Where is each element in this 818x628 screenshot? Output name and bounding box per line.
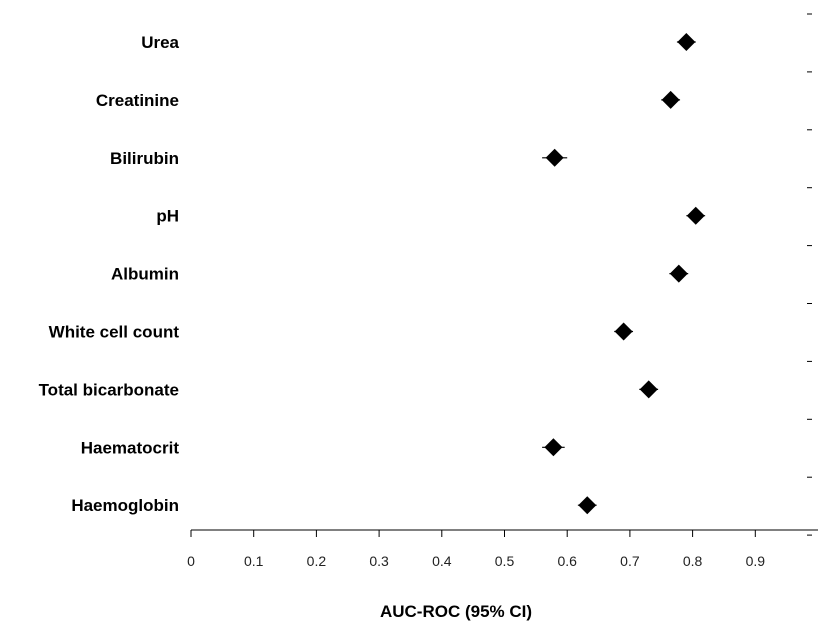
x-axis-ticks: 0 0.1 0.2 0.3 0.4 0.5 0.6 0.7 0.8 0.9 <box>187 530 765 569</box>
x-tick-label: 0.2 <box>307 553 327 569</box>
category-label: pH <box>156 207 179 226</box>
category-label: Total bicarbonate <box>39 380 179 399</box>
x-tick-label: 0.1 <box>244 553 264 569</box>
x-tick-label: 0.9 <box>746 553 766 569</box>
diamond-marker <box>614 322 633 341</box>
x-tick-label: 0.7 <box>620 553 640 569</box>
x-axis-title: AUC-ROC (95% CI) <box>380 602 532 621</box>
category-label: Creatinine <box>96 91 179 110</box>
x-tick-label: 0.4 <box>432 553 452 569</box>
category-label: Bilirubin <box>110 149 179 168</box>
x-tick-label: 0.3 <box>369 553 389 569</box>
diamond-marker <box>669 264 688 283</box>
category-label: Haemoglobin <box>71 496 179 515</box>
diamond-marker <box>686 206 705 225</box>
x-tick-label: 0.5 <box>495 553 515 569</box>
x-tick-label: 0.8 <box>683 553 703 569</box>
point-estimates <box>544 33 705 515</box>
diamond-marker <box>578 496 597 515</box>
diamond-marker <box>544 438 563 457</box>
diamond-marker <box>545 148 564 167</box>
right-axis-ticks <box>807 13 812 536</box>
x-tick-label: 0 <box>187 553 195 569</box>
x-tick-label: 0.6 <box>557 553 577 569</box>
category-labels: Urea Creatinine Bilirubin pH Albumin White ce… <box>39 33 180 515</box>
category-label: Urea <box>141 33 179 52</box>
diamond-marker <box>677 33 696 51</box>
category-label: Albumin <box>111 265 179 284</box>
diamond-marker <box>639 380 658 399</box>
category-label: Haematocrit <box>81 438 180 457</box>
diamond-marker <box>661 90 680 109</box>
category-label: White cell count <box>49 323 180 342</box>
